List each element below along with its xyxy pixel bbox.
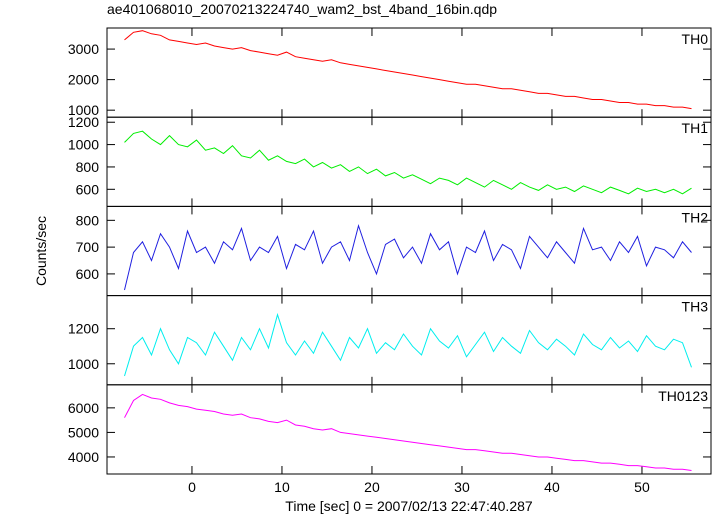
- panel-frame: [106, 116, 712, 207]
- y-tick-label: 700: [76, 239, 100, 255]
- light-curve: [124, 130, 692, 195]
- panel-label: TH0: [682, 31, 709, 47]
- panel-frame: [106, 384, 712, 475]
- y-tick-label: 5000: [68, 424, 99, 440]
- x-tick-label: 10: [274, 479, 290, 495]
- y-tick-label: 600: [76, 266, 100, 282]
- x-tick-label: 50: [634, 479, 650, 495]
- y-tick-label: 1000: [68, 356, 99, 372]
- panel-frame: [106, 27, 712, 118]
- light-curve: [124, 223, 692, 291]
- y-tick-label: 6000: [68, 400, 99, 416]
- panel-label: TH0123: [658, 388, 708, 404]
- x-tick-label: 30: [454, 479, 470, 495]
- light-curve: [124, 30, 692, 110]
- x-tick-label: 0: [188, 479, 196, 495]
- y-tick-label: 800: [76, 212, 100, 228]
- light-curve: [124, 312, 692, 377]
- panel-label: TH2: [682, 209, 709, 225]
- x-tick-label: 40: [544, 479, 560, 495]
- y-tick-label: 1200: [68, 321, 99, 337]
- chart-title: ae401068010_20070213224740_wam2_bst_4ban…: [107, 1, 497, 17]
- y-tick-label: 3000: [68, 41, 99, 57]
- x-tick-label: 20: [364, 479, 380, 495]
- y-tick-label: 2000: [68, 72, 99, 88]
- light-curve: [124, 393, 692, 471]
- y-tick-label: 1200: [68, 114, 99, 130]
- y-tick-label: 1000: [68, 102, 99, 118]
- y-tick-label: 4000: [68, 449, 99, 465]
- y-tick-label: 800: [76, 159, 100, 175]
- panel-label: TH3: [682, 299, 709, 315]
- y-tick-label: 600: [76, 181, 100, 197]
- y-tick-label: 1000: [68, 137, 99, 153]
- panel-frame: [106, 295, 712, 386]
- y-axis-label: Counts/sec: [33, 216, 49, 286]
- panel-label: TH1: [682, 120, 709, 136]
- x-axis-label: Time [sec] 0 = 2007/02/13 22:47:40.287: [285, 498, 533, 514]
